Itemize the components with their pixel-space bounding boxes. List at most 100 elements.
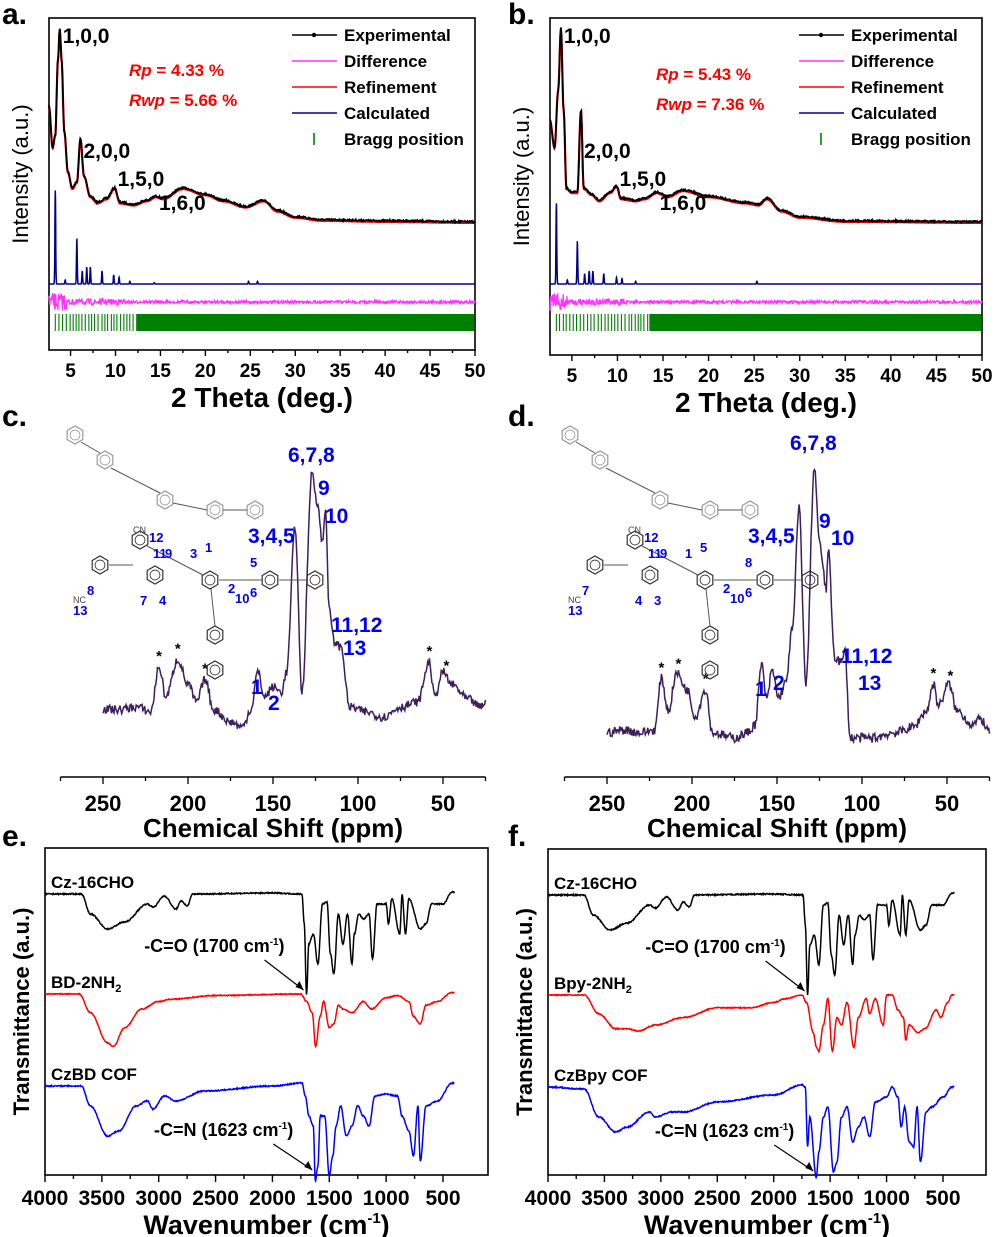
plot-frame bbox=[549, 17, 983, 356]
legend-entry: Refinement bbox=[344, 78, 437, 97]
peak-label: 1,5,0 bbox=[620, 168, 667, 191]
legend-entry: Difference bbox=[851, 52, 934, 71]
ring-bond bbox=[69, 429, 81, 441]
benzene-ring bbox=[206, 660, 224, 680]
atom-number-label: 13 bbox=[73, 603, 87, 618]
peak-label: 1,0,0 bbox=[564, 25, 611, 48]
x-tick-label: 4000 bbox=[525, 1187, 572, 1210]
legend-entry: Calculated bbox=[344, 104, 430, 123]
ir-spectrum-1 bbox=[547, 993, 955, 1054]
carbazole-ring bbox=[626, 530, 644, 550]
x-tick-label: 40 bbox=[880, 366, 901, 387]
ring-bond bbox=[309, 574, 321, 586]
ring-bond bbox=[249, 504, 261, 516]
x-tick-label: 250 bbox=[85, 791, 122, 816]
x-tick-label: 1500 bbox=[306, 1187, 353, 1210]
benzene-ring bbox=[96, 450, 114, 470]
experimental-curve bbox=[549, 27, 983, 225]
x-tick-label: 10 bbox=[607, 366, 628, 387]
carbazole-ring bbox=[131, 530, 149, 550]
peak-label: 2,0,0 bbox=[584, 140, 631, 163]
plot-frame bbox=[48, 17, 476, 351]
ring-bond bbox=[264, 574, 276, 586]
benzene-ring bbox=[261, 570, 279, 590]
x-tick-label: 500 bbox=[925, 1187, 960, 1210]
experimental-curve bbox=[48, 28, 476, 225]
x-tick-label: 3000 bbox=[637, 1187, 684, 1210]
peak-label: 6,7,8 bbox=[288, 444, 335, 467]
ring-bond bbox=[759, 574, 771, 586]
plot-frame bbox=[547, 848, 987, 1176]
x-tick-label: 1500 bbox=[807, 1187, 854, 1210]
ir-spectrum-0 bbox=[44, 890, 456, 995]
x-tick-label: 1000 bbox=[363, 1187, 410, 1210]
nmr-spectrum bbox=[606, 467, 991, 745]
calculated-curve bbox=[550, 203, 982, 285]
atom-number-label: 11 bbox=[648, 546, 662, 561]
panel-label-b: b. bbox=[508, 0, 535, 31]
x-tick-label: 200 bbox=[170, 791, 207, 816]
atom-label: NC bbox=[568, 595, 581, 605]
arrow-head bbox=[304, 1161, 313, 1170]
atom-number-label: 13 bbox=[568, 603, 582, 618]
series-label: CzBpy COF bbox=[554, 1066, 648, 1085]
annotation-cn: -C=N (1623 cm-1) bbox=[655, 1121, 794, 1141]
ir-panel-e: 4000 3500 3000 2500 2000 1500 1000 500 Wavenumbe… bbox=[9, 847, 489, 1237]
x-tick-label: 30 bbox=[789, 366, 810, 387]
x-tick-label: 3500 bbox=[581, 1187, 628, 1210]
ring-bond bbox=[209, 664, 221, 676]
atom-number-label: 9 bbox=[660, 546, 667, 561]
atom-number-label: 7 bbox=[140, 593, 147, 608]
ir-spectrum-1 bbox=[44, 991, 455, 1049]
legend-marker bbox=[311, 32, 317, 38]
atom-number-label: 9 bbox=[165, 546, 172, 561]
x-axis-title: Wavenumber (cm-1) bbox=[644, 1210, 890, 1237]
panel-label-c: c. bbox=[2, 400, 27, 433]
annotation-cn: -C=N (1623 cm-1) bbox=[154, 1120, 293, 1140]
nmr-spectrum bbox=[102, 471, 487, 730]
ring-bond bbox=[704, 629, 716, 641]
benzene-ring bbox=[246, 500, 264, 520]
x-tick-label: 100 bbox=[340, 791, 377, 816]
x-tick-label: 10 bbox=[105, 361, 126, 382]
x-axis-title: Chemical Shift (ppm) bbox=[143, 813, 403, 843]
ring-bond bbox=[804, 574, 816, 586]
peak-label: 1,0,0 bbox=[63, 25, 110, 48]
peak-label: 1,5,0 bbox=[118, 168, 165, 191]
bond-lines bbox=[575, 441, 802, 627]
panel-label-f: f. bbox=[508, 820, 526, 853]
x-axis-title: Chemical Shift (ppm) bbox=[647, 813, 907, 843]
sideband-asterisk: * bbox=[426, 643, 432, 660]
sideband-asterisk: * bbox=[156, 648, 162, 665]
x-tick-label: 15 bbox=[652, 366, 674, 387]
x-tick-label: 150 bbox=[759, 791, 796, 816]
benzene-ring bbox=[701, 500, 719, 520]
atom-number-label: 11 bbox=[153, 546, 167, 561]
x-tick-label: 2000 bbox=[249, 1187, 296, 1210]
nmr-panel-c: 250 200 150 100 50 Chemical Shift (ppm) * * * * * 1… bbox=[59, 425, 487, 843]
sideband-asterisk: * bbox=[202, 661, 208, 678]
x-tick-label: 3000 bbox=[135, 1187, 182, 1210]
benzene-ring bbox=[756, 570, 774, 590]
benzene-ring bbox=[741, 500, 759, 520]
peak-label: 1 bbox=[251, 676, 263, 699]
peak-label: 3,4,5 bbox=[248, 525, 295, 548]
benzene-ring bbox=[156, 490, 174, 510]
benzene-ring bbox=[696, 570, 714, 590]
sideband-asterisk: * bbox=[947, 668, 953, 685]
benzene-ring bbox=[701, 660, 719, 680]
ring-bond bbox=[159, 494, 171, 506]
atom-number-label: 4 bbox=[635, 593, 643, 608]
peak-label: 6,7,8 bbox=[790, 432, 837, 455]
peak-label: 2,0,0 bbox=[83, 140, 130, 163]
x-tick-label: 500 bbox=[425, 1187, 460, 1210]
atom-number-label: 5 bbox=[700, 540, 707, 555]
benzene-ring bbox=[206, 500, 224, 520]
series-label: Bpy-2NH2 bbox=[554, 974, 632, 996]
annotation-co: -C=O (1700 cm-1) bbox=[144, 936, 284, 956]
ring-bond bbox=[744, 504, 756, 516]
arrow-head bbox=[295, 981, 304, 990]
